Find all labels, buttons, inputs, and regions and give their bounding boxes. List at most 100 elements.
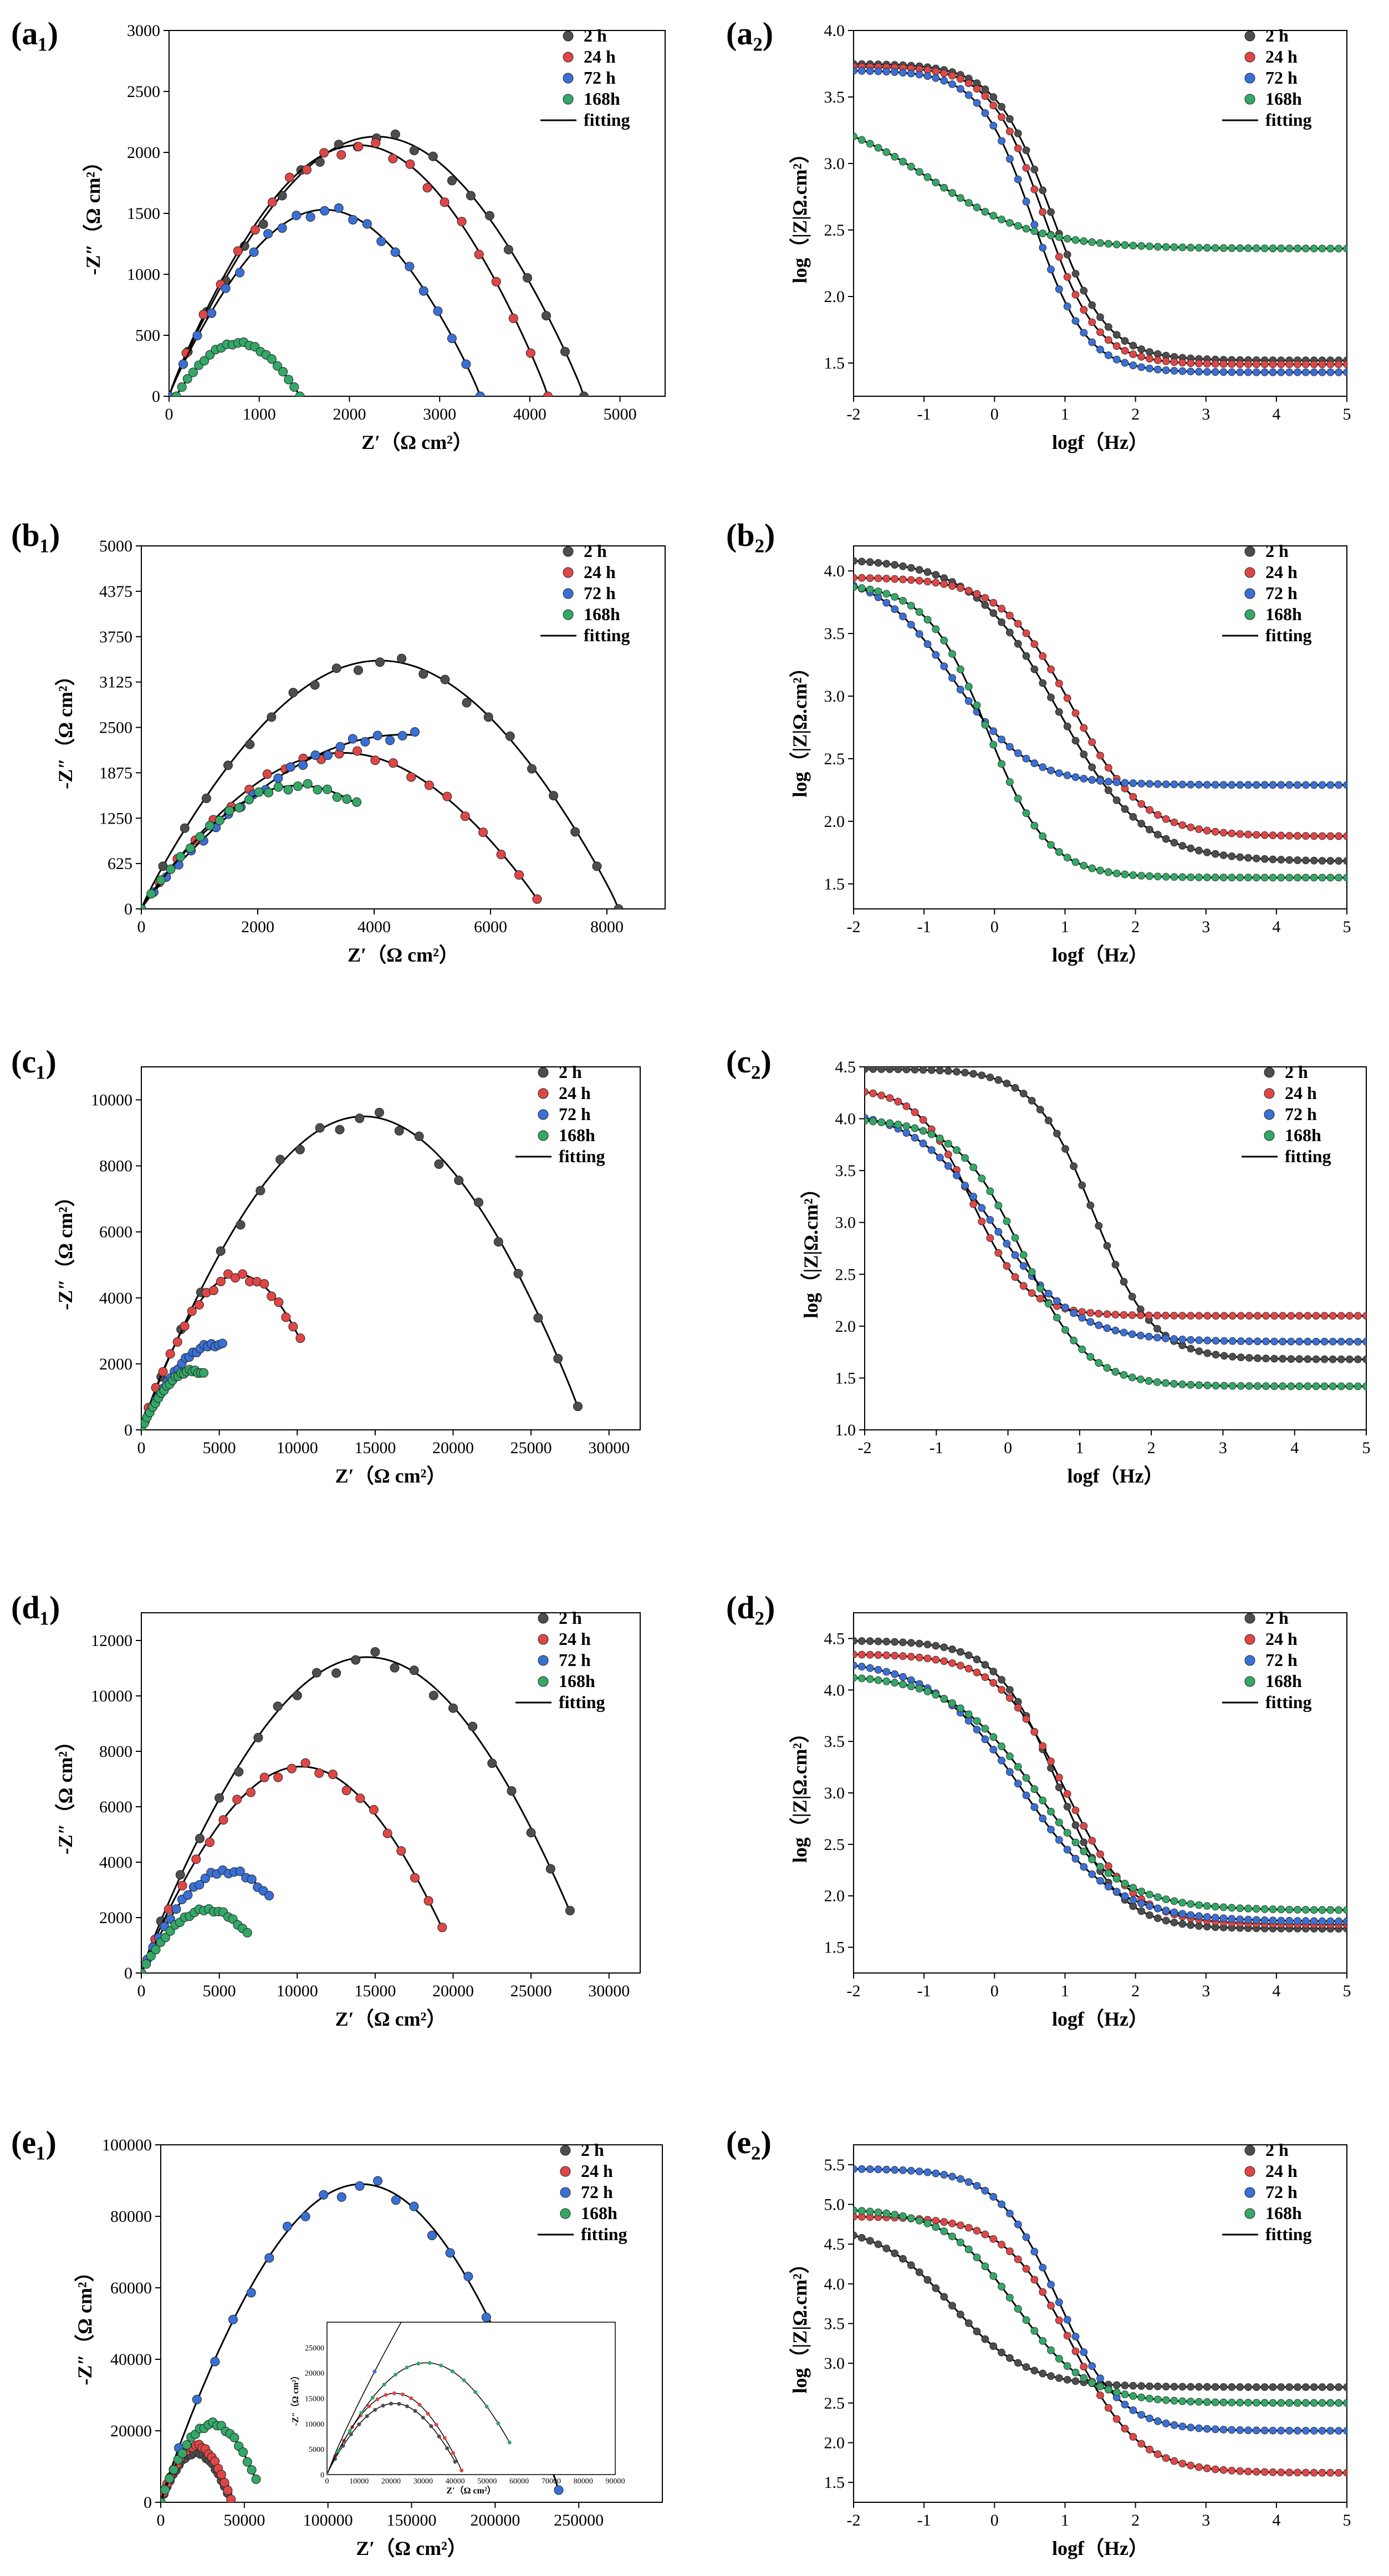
data-point-72h — [927, 1146, 936, 1154]
data-point-168h — [185, 844, 195, 853]
data-point-168h — [283, 785, 293, 795]
data-point-24h — [1153, 1311, 1161, 1320]
data-point-2h — [175, 1870, 185, 1880]
data-point-24h — [886, 1094, 894, 1102]
data-point-24h — [1294, 2468, 1301, 2477]
y-tick-label: 4.0 — [835, 1110, 856, 1128]
data-point-72h — [409, 2201, 419, 2211]
data-point-72h — [1178, 1910, 1187, 1918]
data-point-24h — [300, 1758, 310, 1768]
data-point-72h — [1129, 361, 1137, 370]
data-point-168h — [998, 2282, 1005, 2291]
data-point-72h — [360, 737, 370, 747]
data-point-168h — [1269, 2399, 1277, 2407]
data-point-168h — [242, 1928, 252, 1938]
data-point-72h — [1170, 1335, 1178, 1343]
data-point-24h — [882, 575, 891, 582]
data-point-168h — [998, 1742, 1005, 1750]
data-point-2h — [1220, 1352, 1228, 1360]
data-point-24h — [1153, 2450, 1162, 2459]
data-point-24h — [1187, 359, 1195, 367]
x-tick-label: 3 — [1202, 918, 1210, 936]
data-point-72h — [1071, 2333, 1080, 2340]
data-point-168h — [141, 1959, 151, 1969]
data-point-2h — [998, 618, 1005, 626]
data-point-2h — [1005, 115, 1014, 123]
data-point-24h — [1318, 360, 1326, 369]
data-point-24h — [1212, 1312, 1220, 1320]
data-point-2h — [1063, 251, 1071, 259]
data-point-2h — [857, 558, 866, 565]
data-point-72h — [277, 223, 287, 233]
data-point-2h — [1178, 2383, 1187, 2391]
data-point-168h — [1178, 2397, 1187, 2405]
data-point-24h — [1343, 2468, 1347, 2477]
data-point-168h — [964, 199, 973, 207]
data-point-168h — [254, 787, 264, 797]
data-point-168h — [1262, 1382, 1270, 1391]
data-point-24h — [382, 1828, 392, 1838]
data-point-72h — [932, 2169, 940, 2178]
legend-marker — [560, 2208, 571, 2219]
data-point-168h — [1203, 2398, 1211, 2406]
x-axis-title: Z′（Ω cm²） — [348, 944, 459, 966]
legend-entry: fitting — [584, 625, 630, 645]
data-point-168h — [1096, 239, 1104, 247]
data-point-168h — [989, 1733, 998, 1741]
y-tick-label: 2000 — [99, 1355, 132, 1373]
inset-data-point — [348, 2429, 352, 2433]
data-point-72h — [1252, 2426, 1260, 2435]
data-point-168h — [1187, 1381, 1195, 1389]
data-point-2h — [1071, 2377, 1080, 2385]
data-point-168h — [182, 2440, 192, 2450]
panel-label: (d₁) — [11, 1589, 60, 1626]
data-point-168h — [923, 616, 932, 623]
data-point-2h — [560, 346, 570, 356]
data-point-72h — [994, 1228, 1003, 1236]
data-point-72h — [1343, 781, 1347, 789]
data-point-24h — [424, 780, 434, 790]
data-point-168h — [1178, 1380, 1187, 1388]
data-point-2h — [1162, 2383, 1170, 2391]
data-point-72h — [1253, 1337, 1262, 1346]
data-point-72h — [964, 1716, 973, 1725]
data-point-24h — [1362, 1312, 1366, 1320]
data-point-2h — [505, 731, 515, 741]
y-tick-label: 2500 — [99, 719, 132, 737]
data-point-2h — [409, 146, 419, 156]
inset-data-point — [405, 2365, 409, 2370]
inset-data-point — [429, 2424, 433, 2429]
data-point-168h — [1343, 2399, 1347, 2407]
plot-frame — [141, 1612, 641, 1974]
data-point-72h — [1203, 781, 1211, 789]
data-point-2h — [948, 1645, 956, 1653]
data-point-168h — [1112, 241, 1121, 249]
data-point-168h — [1121, 241, 1129, 249]
x-tick-label: -1 — [917, 405, 931, 423]
data-point-168h — [1270, 1382, 1279, 1391]
data-point-72h — [899, 1673, 907, 1681]
data-point-72h — [1236, 781, 1244, 789]
data-point-72h — [986, 1216, 994, 1224]
data-point-2h — [932, 2284, 940, 2292]
data-point-24h — [1063, 273, 1071, 281]
legend-entry: 2 h — [1285, 1062, 1308, 1082]
data-point-72h — [1063, 303, 1071, 310]
data-point-2h — [1162, 1916, 1170, 1925]
data-point-24h — [902, 1102, 911, 1110]
data-point-168h — [176, 852, 186, 862]
x-tick-label: 1 — [1061, 405, 1069, 423]
inset-data-point — [327, 2472, 329, 2475]
x-tick-label: 1000 — [243, 405, 276, 423]
data-point-2h — [854, 557, 857, 565]
x-tick-label: 2000 — [241, 918, 274, 936]
data-point-72h — [902, 1129, 911, 1137]
plot-area — [141, 1647, 575, 1973]
data-point-168h — [1228, 873, 1236, 882]
data-point-72h — [1055, 285, 1063, 293]
data-point-2h — [275, 1154, 285, 1164]
data-point-168h — [1053, 1313, 1061, 1322]
data-point-24h — [1294, 832, 1301, 840]
x-axis-title: logf（Hz） — [1068, 1465, 1164, 1487]
panel-label: (d₂) — [726, 1589, 775, 1626]
